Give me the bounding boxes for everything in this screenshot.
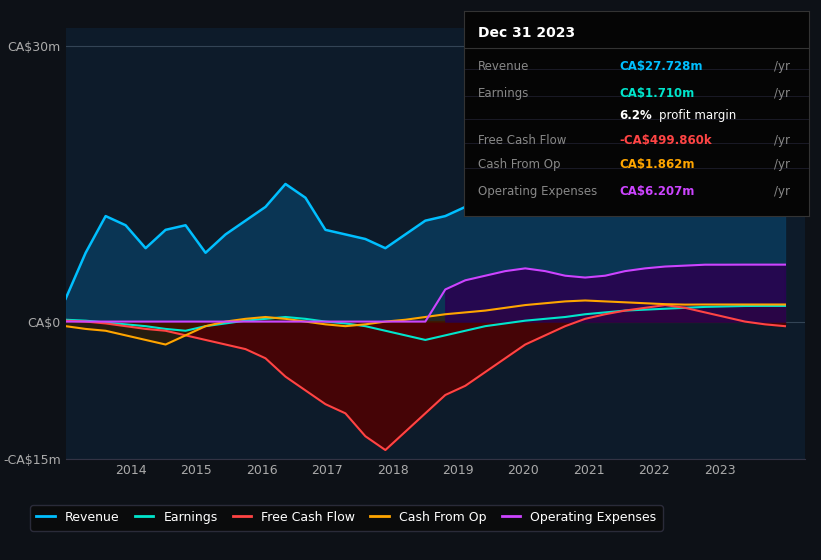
Text: CA$6.207m: CA$6.207m bbox=[619, 185, 695, 198]
Text: CA$1.862m: CA$1.862m bbox=[619, 158, 695, 171]
Text: CA$1.710m: CA$1.710m bbox=[619, 87, 695, 100]
Text: /yr: /yr bbox=[774, 134, 790, 147]
Text: /yr: /yr bbox=[774, 158, 790, 171]
Text: Free Cash Flow: Free Cash Flow bbox=[478, 134, 566, 147]
Text: Dec 31 2023: Dec 31 2023 bbox=[478, 26, 575, 40]
Text: -CA$499.860k: -CA$499.860k bbox=[619, 134, 712, 147]
Text: Revenue: Revenue bbox=[478, 60, 529, 73]
Text: Earnings: Earnings bbox=[478, 87, 529, 100]
Text: /yr: /yr bbox=[774, 60, 790, 73]
Text: Operating Expenses: Operating Expenses bbox=[478, 185, 597, 198]
Text: /yr: /yr bbox=[774, 87, 790, 100]
Text: /yr: /yr bbox=[774, 185, 790, 198]
Text: 6.2%: 6.2% bbox=[619, 109, 652, 122]
Text: profit margin: profit margin bbox=[658, 109, 736, 122]
Legend: Revenue, Earnings, Free Cash Flow, Cash From Op, Operating Expenses: Revenue, Earnings, Free Cash Flow, Cash … bbox=[30, 505, 663, 530]
Text: Cash From Op: Cash From Op bbox=[478, 158, 560, 171]
Text: CA$27.728m: CA$27.728m bbox=[619, 60, 703, 73]
